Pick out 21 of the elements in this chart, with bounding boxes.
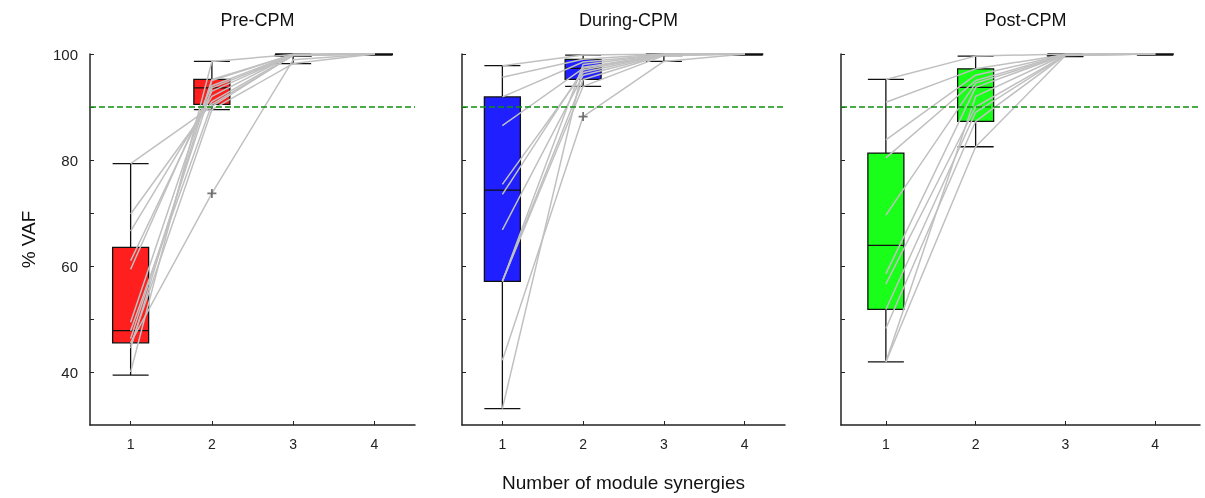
x-axis-title: Number of module synergies: [502, 472, 745, 493]
x-tick-label: 1: [126, 436, 135, 452]
x-tick-label: 4: [370, 436, 379, 452]
x-tick-label: 1: [881, 436, 890, 452]
x-tick-label: 4: [740, 436, 749, 452]
y-tick-label: 80: [61, 151, 78, 169]
y-axis-title: % VAF: [18, 210, 39, 269]
x-tick-label: 3: [289, 436, 298, 452]
chart-title: Post-CPM: [984, 10, 1067, 30]
y-tick-label: 100: [52, 45, 78, 63]
y-tick-label: 40: [61, 363, 78, 381]
x-tick-label: 2: [207, 436, 216, 452]
chart-title: During-CPM: [578, 10, 679, 30]
y-tick-label: 60: [61, 257, 78, 275]
x-tick-label: 1: [498, 436, 507, 452]
x-tick-label: 2: [579, 436, 588, 452]
chart-title: Pre-CPM: [220, 10, 295, 30]
x-tick-label: 3: [659, 436, 668, 452]
x-tick-label: 3: [1061, 436, 1070, 452]
x-tick-label: 4: [1151, 436, 1160, 452]
x-tick-label: 2: [971, 436, 980, 452]
